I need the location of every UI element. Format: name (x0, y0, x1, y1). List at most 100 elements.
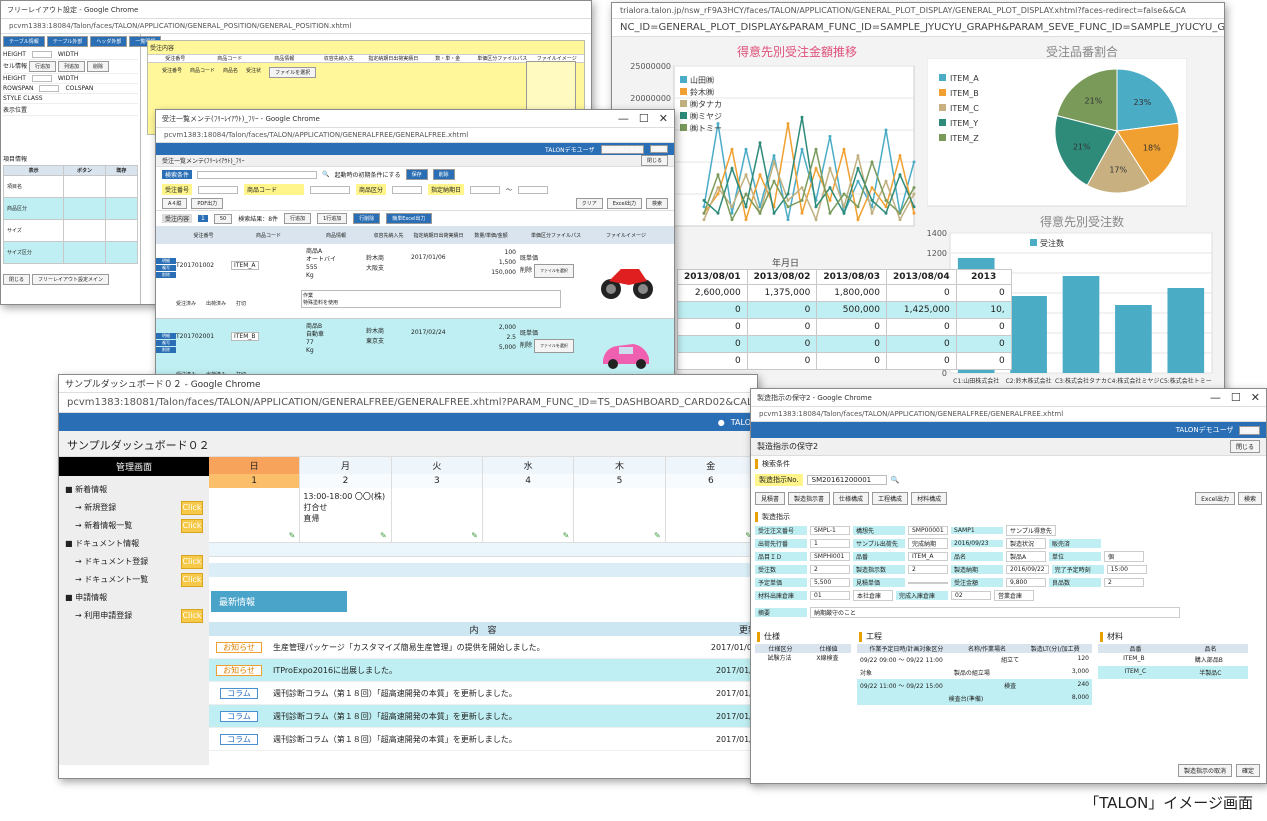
menu-item[interactable]: → 利用申請登録 Click (65, 607, 203, 625)
product-code-input[interactable] (310, 185, 351, 194)
search-input[interactable] (197, 170, 318, 179)
grid-item[interactable]: 商品コード (190, 68, 216, 74)
field-value[interactable]: 納期厳守のこと (810, 606, 1180, 618)
edit-icon[interactable]: ✎ (471, 531, 478, 540)
tab-table-outer[interactable]: テーブル外部 (46, 36, 89, 47)
grid-item[interactable]: 受注番号 (162, 68, 183, 74)
excel-button[interactable]: Excel出力 (1195, 492, 1235, 505)
address-bar[interactable]: pcvm1383:18081/Talon/faces/TALON/APPLICA… (59, 393, 757, 413)
tab-header-outer[interactable]: ヘッダ外部 (90, 36, 128, 47)
search-button[interactable]: 検索 (645, 198, 668, 209)
address-bar-2[interactable]: NC_ID=GENERAL_PLOT_DISPLAY&PARAM_FUNC_ID… (612, 19, 1224, 37)
add-row-button[interactable]: 行追加 (284, 213, 312, 224)
file-select-button[interactable]: ファイルを選択 (269, 67, 317, 78)
menu-item[interactable]: → ドキュメント一覧 Click (65, 571, 203, 589)
copy-button[interactable]: 複写 (156, 340, 176, 346)
amount-field[interactable]: 150,000 (491, 269, 516, 276)
due-date-field[interactable]: 2017/02/24 (411, 329, 446, 336)
field-value[interactable]: 2 (810, 565, 850, 574)
page-number[interactable]: 1 (198, 215, 208, 222)
product-class-select[interactable] (392, 185, 423, 194)
field-value[interactable]: SMPL-1 (810, 526, 850, 535)
click-button[interactable]: Click (181, 609, 203, 623)
list-row[interactable]: 明細 複写 削除 T201702001 ITEM_B 商品B 自動車 77 Kg 鈴木商東… (156, 319, 674, 378)
save-default-option[interactable]: 起動時の初期条件にする (334, 172, 401, 179)
field-value[interactable]: 02 (951, 591, 991, 600)
estimate-button[interactable]: 見積書 (755, 492, 786, 505)
edit-icon[interactable]: ✎ (288, 531, 296, 540)
calendar-cell[interactable]: ✎ (574, 488, 666, 542)
news-row[interactable]: お知らせ ITProExpo2016に出展しました。 2017/01/0 (209, 659, 757, 682)
add-col-button[interactable]: 列追加 (58, 61, 86, 72)
free-layout-main-button[interactable]: フリーレイアウト設定メイン (32, 274, 110, 285)
field-row[interactable]: 商品区分 (2, 197, 65, 220)
menu-item[interactable]: → 新着情報一覧 Click (65, 517, 203, 535)
address-bar[interactable]: pcvm1383:18084/Talon/faces/TALON/APPLICA… (1, 19, 591, 34)
product-code-field[interactable]: ITEM_B (231, 332, 259, 341)
file-select-button[interactable]: ファイルを選択 (533, 339, 574, 353)
field-value[interactable]: 01 (810, 591, 850, 600)
date-from-input[interactable] (470, 185, 501, 194)
delete-row-button[interactable]: 削除 (156, 347, 176, 353)
clear-button[interactable]: クリア (575, 198, 603, 209)
detail-button[interactable]: 明細 (156, 333, 176, 339)
price-field[interactable]: 1,500 (498, 259, 516, 266)
field-value[interactable]: 製造状況 (1006, 538, 1046, 549)
close-button[interactable]: 閉じる (640, 155, 668, 166)
search-conditions-toggle[interactable]: 検索条件 (162, 170, 193, 179)
memo-field[interactable]: 作業 特殊塗料を使用 (301, 290, 561, 308)
unit-price-select[interactable]: 既単価 (520, 330, 539, 337)
date-to-input[interactable] (518, 185, 549, 194)
news-row[interactable]: コラム 週刊診断コラム（第１８回）「超高速開発の本質」を更新しました。 2017/0… (209, 705, 757, 728)
field-value[interactable]: 完成納期 (908, 538, 948, 549)
log-button[interactable]: LOG (649, 145, 668, 153)
calendar-cell[interactable]: ✎ (209, 488, 301, 542)
close-button[interactable]: 閉じる (1229, 440, 1260, 453)
calendar-cell[interactable]: ✎ (666, 488, 757, 542)
field-value[interactable]: 製品A (1006, 551, 1046, 562)
simple-excel-button[interactable]: 簡単Excel出力 (386, 213, 432, 224)
field-value[interactable]: ITEM_A (908, 552, 948, 561)
excel-button[interactable]: Excel出力 (606, 198, 642, 209)
calendar-cell[interactable]: ✎ (483, 488, 575, 542)
cancel-order-button[interactable]: 製造指示の取消 (1177, 764, 1232, 777)
process-config-button[interactable]: 工程構成 (872, 492, 909, 505)
confirm-button[interactable]: 確定 (1235, 764, 1260, 777)
click-button[interactable]: Click (181, 555, 203, 569)
field-value[interactable]: 営業倉庫 (994, 590, 1034, 601)
field-row[interactable]: サイズ区分 (2, 241, 65, 264)
field-value[interactable]: 9,800 (1006, 578, 1046, 587)
field-value[interactable]: 本社倉庫 (853, 590, 893, 601)
search-icon[interactable]: 🔍 (890, 476, 900, 484)
spec-config-button[interactable]: 仕様構成 (833, 492, 870, 505)
edit-icon[interactable]: ✎ (653, 531, 661, 540)
search-icon[interactable]: 🔍 (322, 171, 330, 178)
close-icon[interactable]: ✕ (658, 112, 668, 125)
grid-item[interactable]: 商品名 (223, 68, 239, 74)
click-button[interactable]: Click (181, 519, 203, 533)
field-value[interactable]: 5,500 (810, 578, 850, 587)
list-row[interactable]: 明細 複写 削除 T201701002 ITEM_A 商品A オートバイ 555 Kg 鈴… (156, 244, 674, 319)
status-radio[interactable]: 打切 (236, 301, 247, 307)
news-row[interactable]: お知らせ 生産管理パッケージ「カスタマイズ簡易生産管理」の提供を開始しました。 20… (209, 636, 757, 659)
address-bar[interactable]: pcvm1383:18084/Talon/faces/TALON/APPLICA… (156, 128, 674, 143)
menu-item[interactable]: → 新規登録 Click (65, 499, 203, 517)
delete-button[interactable]: 削除 (87, 61, 110, 72)
delete-row-button[interactable]: 削除 (156, 272, 176, 278)
status-radio[interactable]: 出荷済み (206, 301, 227, 307)
minimize-icon[interactable]: — (617, 112, 629, 125)
amount-field[interactable]: 5,000 (498, 344, 516, 351)
pdf-button[interactable]: PDF出力 (191, 198, 224, 209)
due-date-field[interactable]: 2017/01/06 (411, 254, 446, 261)
page-size-select[interactable]: 50 (213, 213, 233, 224)
prop-input[interactable] (31, 51, 52, 58)
field-value[interactable]: 個 (1104, 551, 1144, 562)
field-value[interactable]: サンプル得意先 (1006, 525, 1056, 536)
log-button[interactable]: LOG (1239, 425, 1260, 435)
instruction-sheet-button[interactable]: 製造指示書 (788, 492, 831, 505)
click-button[interactable]: Click (181, 573, 203, 587)
field-row[interactable]: サイズ (2, 219, 65, 242)
edit-icon[interactable]: ✎ (562, 531, 570, 540)
save-button[interactable]: 保存 (405, 169, 428, 180)
prop-input[interactable] (39, 85, 60, 92)
